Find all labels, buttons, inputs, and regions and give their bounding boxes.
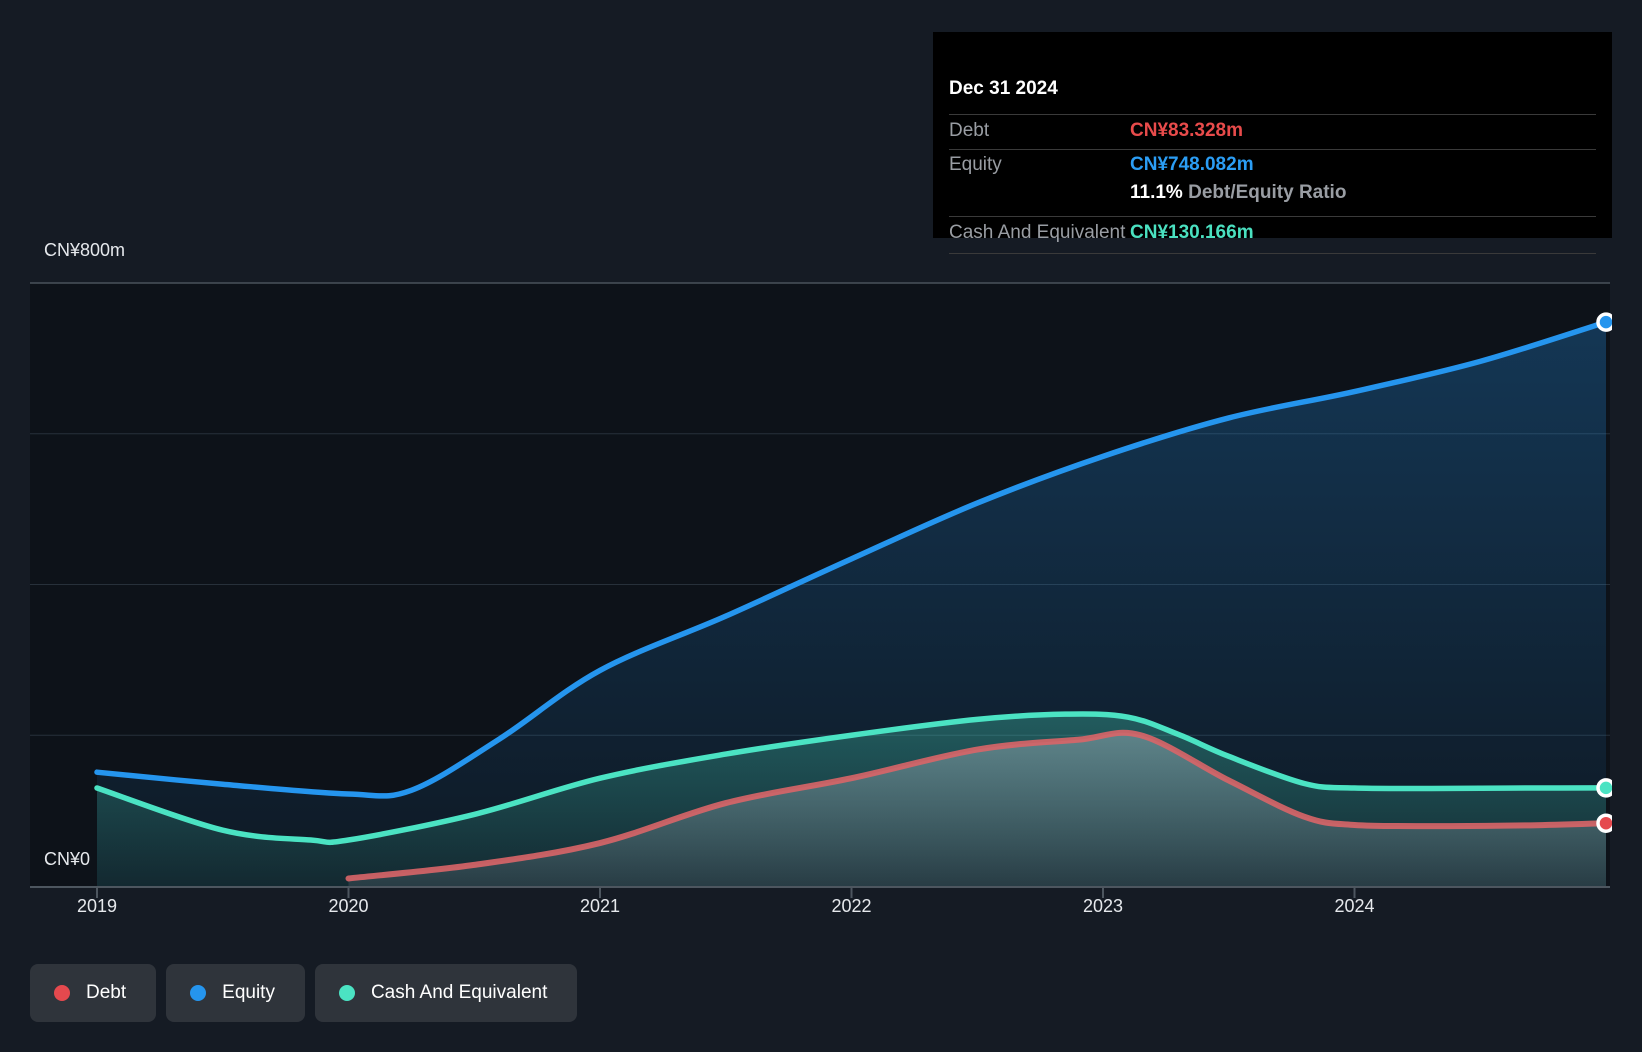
tooltip-date: Dec 31 2024 [949, 78, 1058, 99]
legend-label: Equity [222, 982, 275, 1003]
x-axis-label-2020: 2020 [328, 896, 369, 916]
legend-item-debt[interactable]: Debt [30, 964, 157, 1022]
tooltip-cash-value: CN¥130.166m [1130, 222, 1254, 243]
tooltip-separator [949, 114, 1596, 115]
x-axis-label-2023: 2023 [1082, 896, 1124, 916]
tooltip-separator [949, 149, 1596, 150]
tooltip-equity-value: CN¥748.082m [1130, 154, 1254, 175]
legend-label: Debt [86, 982, 127, 1003]
x-axis-label-2019: 2019 [76, 896, 118, 916]
tooltip-debt-label: Debt [949, 120, 990, 141]
x-axis-label-2021: 2021 [579, 896, 621, 916]
series-end-marker[interactable] [1596, 813, 1614, 833]
legend-item-equity[interactable]: Equity [166, 964, 305, 1022]
legend-label: Cash And Equivalent [370, 982, 548, 1003]
tooltip: Dec 31 2024 Debt CN¥83.328m Equity CN¥74… [933, 32, 1612, 254]
x-axis-label-2022: 2022 [831, 896, 872, 916]
series-end-marker[interactable] [1596, 778, 1614, 798]
tooltip-equity-label: Equity [949, 154, 1002, 175]
tooltip-separator [949, 216, 1596, 217]
legend-item-cash[interactable]: Cash And Equivalent [314, 964, 578, 1022]
equity-dot-icon [190, 985, 207, 1001]
tooltip-cash-label: Cash And Equivalent [949, 222, 1126, 243]
tooltip-debt-value: CN¥83.328m [1130, 120, 1244, 141]
y-axis-label-0: CN¥0 [44, 849, 91, 869]
x-axis-label-2024: 2024 [1334, 896, 1375, 916]
debt-dot-icon [54, 985, 70, 1001]
y-axis-label-800m: CN¥800m [44, 240, 126, 260]
tooltip-separator [949, 253, 1596, 254]
tooltip-ratio: 11.1% Debt/Equity Ratio [1130, 182, 1347, 203]
series-end-marker[interactable] [1596, 312, 1614, 332]
cash-dot-icon [338, 985, 355, 1001]
legend: Debt Equity Cash And Equivalent [30, 964, 578, 1022]
